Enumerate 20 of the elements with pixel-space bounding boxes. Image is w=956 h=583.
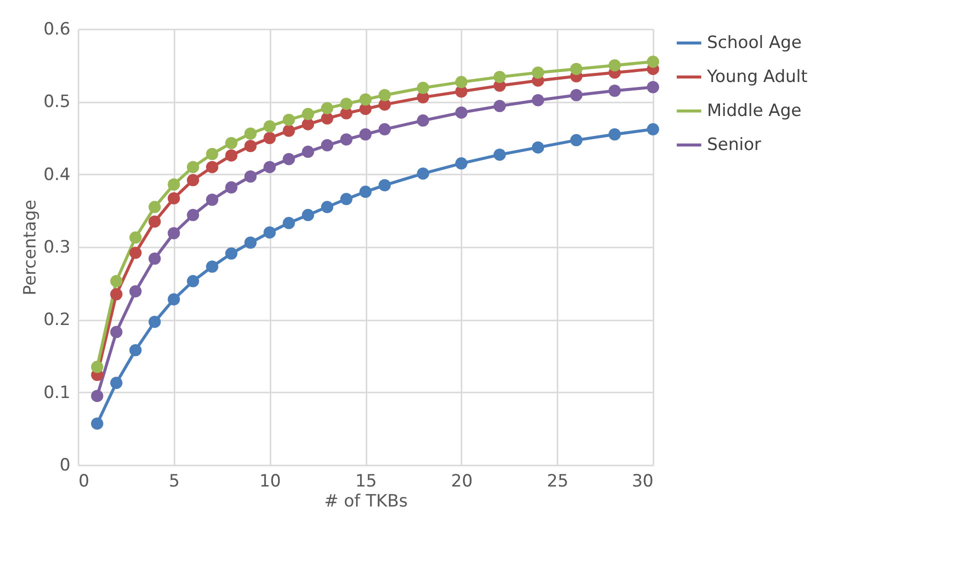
y-tick-label: 0 [60, 456, 70, 476]
legend-label: Middle Age [707, 101, 802, 121]
legend-label: Young Adult [706, 67, 808, 87]
y-tick-label: 0.4 [43, 164, 70, 185]
y-tick-label: 0.6 [43, 20, 70, 40]
y-axis-title: Percentage [20, 200, 40, 296]
y-tick-label: 0.3 [43, 238, 70, 258]
y-tick-label: 0.1 [43, 382, 70, 403]
y-tick-label: 0.5 [43, 92, 70, 112]
x-tick-label: 25 [546, 472, 568, 492]
x-tick-label: 5 [168, 472, 180, 492]
legend-label: Senior [707, 135, 762, 155]
x-tick-label: 15 [355, 472, 377, 492]
x-tick-label: 10 [259, 472, 281, 492]
legend-label: School Age [707, 33, 802, 53]
x-tick-label: 20 [451, 472, 473, 492]
x-tick-label: 30 [632, 472, 654, 492]
x-tick-label: 0 [78, 472, 90, 492]
x-axis-title: # of TKBs [324, 492, 408, 512]
y-tick-label: 0.2 [43, 310, 70, 330]
